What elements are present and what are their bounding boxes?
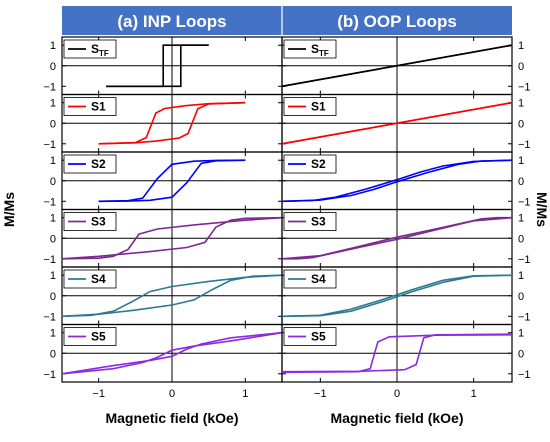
loop-lower-branch bbox=[61, 274, 283, 318]
legend-box bbox=[283, 97, 337, 116]
y-tick-label: 1 bbox=[50, 40, 56, 52]
loop-lower-branch bbox=[61, 331, 283, 375]
legend-label: S1 bbox=[311, 100, 326, 114]
y-tick-label: 0 bbox=[518, 61, 524, 73]
y-tick-label: 0 bbox=[50, 348, 56, 360]
legend-box bbox=[283, 39, 337, 59]
loop-upper-branch bbox=[98, 101, 246, 145]
y-tick-label: −1 bbox=[43, 311, 56, 323]
y-tick-label: 1 bbox=[50, 98, 56, 110]
legend-label: S1 bbox=[91, 100, 106, 114]
loop-lower-branch bbox=[106, 44, 209, 88]
y-tick-label: 1 bbox=[50, 155, 56, 167]
loop-lower-branch bbox=[281, 274, 513, 318]
y-tick-label: 1 bbox=[50, 270, 56, 282]
y-tick-label: −1 bbox=[518, 311, 531, 323]
legend-label: S2 bbox=[311, 157, 326, 171]
y-tick-label: 1 bbox=[518, 213, 524, 225]
y-tick-label: 0 bbox=[518, 348, 524, 360]
loop-lower-branch bbox=[61, 216, 283, 260]
loop-lower-branch bbox=[281, 333, 513, 373]
legend-label: S5 bbox=[91, 330, 106, 344]
loop-upper-branch bbox=[61, 331, 283, 375]
y-tick-label: 0 bbox=[50, 118, 56, 130]
y-tick-label: 0 bbox=[518, 291, 524, 303]
x-tick-label: −1 bbox=[92, 388, 105, 400]
x-tick-label: −1 bbox=[314, 388, 327, 400]
legend-label: S3 bbox=[311, 215, 326, 229]
y-tick-label: −1 bbox=[43, 196, 56, 208]
legend-box bbox=[283, 269, 337, 289]
y-tick-label: 1 bbox=[518, 328, 524, 340]
legend-box bbox=[63, 269, 117, 289]
panel-title: (a) INP Loops bbox=[117, 12, 226, 31]
y-tick-label: −1 bbox=[518, 254, 531, 266]
y-tick-label: −1 bbox=[43, 369, 56, 381]
legend-label: S4 bbox=[91, 272, 106, 286]
loop-lower-branch bbox=[281, 44, 513, 88]
legend-label-subscript: TF bbox=[99, 49, 109, 58]
legend-box bbox=[283, 212, 337, 231]
x-tick-label: 1 bbox=[242, 388, 248, 400]
y-axis-label-right: M/Ms bbox=[534, 192, 550, 227]
y-tick-label: −1 bbox=[518, 196, 531, 208]
x-axis-label: Magnetic field (kOe) bbox=[105, 410, 238, 426]
legend-label-subscript: TF bbox=[319, 49, 329, 58]
y-tick-label: 1 bbox=[518, 155, 524, 167]
legend-box bbox=[283, 154, 337, 174]
y-tick-label: −1 bbox=[518, 139, 531, 151]
y-tick-label: −1 bbox=[43, 254, 56, 266]
y-axis-label-left: M/Ms bbox=[1, 192, 17, 227]
legend-box bbox=[283, 327, 337, 346]
panel-title: (b) OOP Loops bbox=[337, 12, 457, 31]
y-tick-label: 1 bbox=[518, 40, 524, 52]
legend-box bbox=[63, 327, 117, 346]
y-tick-label: −1 bbox=[43, 139, 56, 151]
y-tick-label: 1 bbox=[50, 328, 56, 340]
legend-box bbox=[63, 154, 117, 174]
y-tick-label: 0 bbox=[518, 118, 524, 130]
y-tick-label: 0 bbox=[50, 61, 56, 73]
loop-lower-branch bbox=[281, 216, 512, 260]
loop-lower-branch bbox=[98, 159, 246, 203]
legend-label: S2 bbox=[91, 157, 106, 171]
x-axis-label: Magnetic field (kOe) bbox=[330, 410, 463, 426]
y-tick-label: 0 bbox=[518, 233, 524, 245]
legend-label: S5 bbox=[311, 330, 326, 344]
loop-lower-branch bbox=[98, 101, 246, 145]
y-tick-label: 0 bbox=[518, 176, 524, 188]
y-tick-label: 0 bbox=[50, 291, 56, 303]
legend-box bbox=[63, 39, 117, 59]
x-tick-label: 0 bbox=[169, 388, 175, 400]
header-bar bbox=[62, 6, 512, 35]
y-tick-label: 1 bbox=[518, 270, 524, 282]
legend-box bbox=[63, 97, 117, 116]
y-tick-label: 0 bbox=[50, 176, 56, 188]
y-tick-label: 1 bbox=[50, 213, 56, 225]
legend-label: S4 bbox=[311, 272, 326, 286]
y-tick-label: −1 bbox=[518, 81, 531, 93]
legend-label: S3 bbox=[91, 215, 106, 229]
y-tick-label: 0 bbox=[50, 233, 56, 245]
legend-box bbox=[63, 212, 117, 231]
x-tick-label: 0 bbox=[394, 388, 400, 400]
x-tick-label: 1 bbox=[471, 388, 477, 400]
y-tick-label: 1 bbox=[518, 98, 524, 110]
y-tick-label: −1 bbox=[43, 81, 56, 93]
loop-lower-branch bbox=[281, 101, 513, 145]
loop-lower-branch bbox=[281, 159, 513, 203]
y-tick-label: −1 bbox=[518, 369, 531, 381]
